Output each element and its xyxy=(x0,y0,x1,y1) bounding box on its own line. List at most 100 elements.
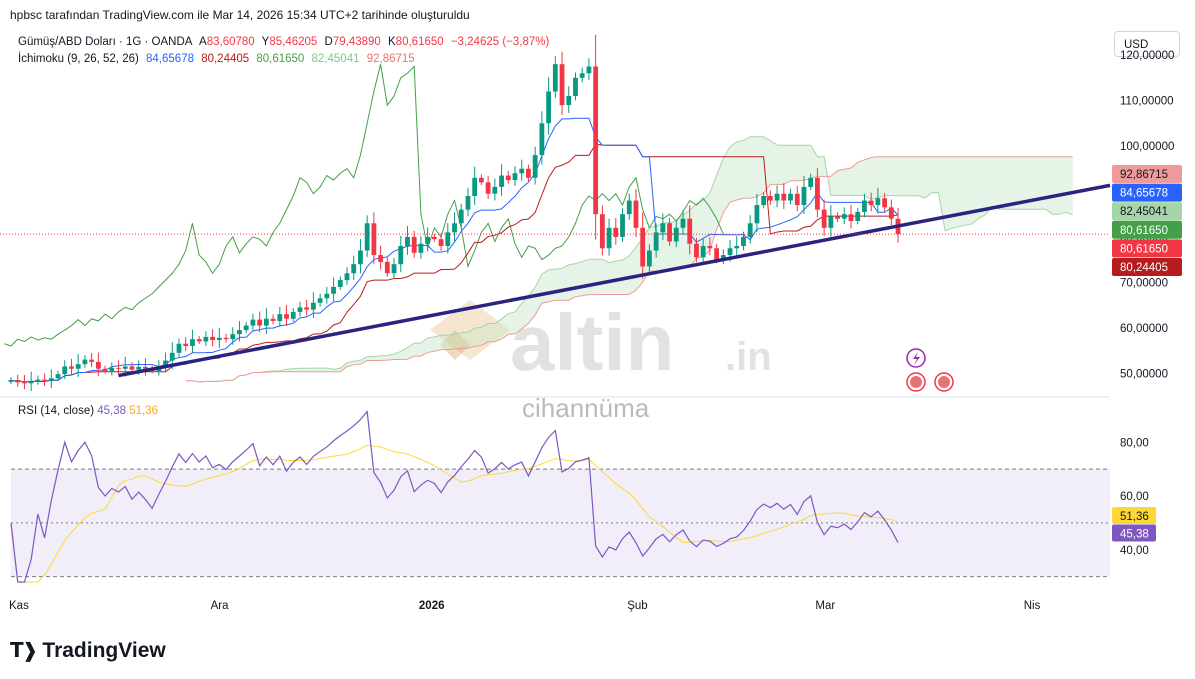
candle-body xyxy=(263,318,269,326)
candle-body xyxy=(15,380,21,383)
candle-body xyxy=(835,216,840,219)
candle-body xyxy=(761,196,767,206)
rsi-ma-value: 51,36 xyxy=(129,405,159,417)
price-tag-bg xyxy=(1112,202,1182,221)
candle-body xyxy=(848,214,854,221)
candle-body xyxy=(815,177,820,210)
rsi-pane[interactable]: 80,00 60,00 40,00 51,36 45,38 xyxy=(10,409,1156,583)
rsi-label[interactable]: RSI (14, close) xyxy=(18,405,95,417)
candle-body xyxy=(505,175,511,181)
legend-high: 85,46205 xyxy=(269,36,318,48)
candle-body xyxy=(163,360,168,366)
ichimoku-chikou: 80,61650 xyxy=(256,53,305,65)
tradingview-logo[interactable]: 𝗧❱ TradingView xyxy=(10,638,166,663)
candle-body xyxy=(331,286,336,294)
rsi-line xyxy=(10,409,899,583)
candle-body xyxy=(270,318,276,321)
price-tag-bg xyxy=(1112,183,1182,202)
candle-body xyxy=(458,209,464,224)
candle-body xyxy=(781,193,787,201)
ichimoku-cloud xyxy=(185,136,1073,382)
candle-body xyxy=(472,177,478,196)
candle-body xyxy=(277,314,283,321)
candle-body xyxy=(808,177,814,187)
price-tag: 92,86715 xyxy=(1112,165,1182,183)
candle-body xyxy=(613,227,619,237)
candle-body xyxy=(136,366,142,370)
rsi-tag-bg xyxy=(1112,507,1156,524)
candle-body xyxy=(257,319,263,326)
ichimoku-legend: İchimoku (9, 26, 52, 26) 84,65678 80,244… xyxy=(18,53,419,65)
rsi-axis-tick: 80,00 xyxy=(1120,437,1149,449)
candle-body xyxy=(69,366,74,369)
candle-body xyxy=(82,359,88,365)
candle-body xyxy=(532,155,538,178)
currency-button[interactable]: USD xyxy=(1114,31,1180,57)
candle-body xyxy=(344,273,350,281)
candle-body xyxy=(579,73,585,78)
candle-body xyxy=(22,382,27,384)
candle-body xyxy=(707,246,713,249)
candle-body xyxy=(431,236,437,240)
candle-body xyxy=(653,232,659,251)
candle-body xyxy=(694,243,699,258)
candle-body xyxy=(828,216,834,228)
price-axis-tick: 70,00000 xyxy=(1120,277,1168,289)
candle-body xyxy=(351,264,357,274)
candle-body xyxy=(485,182,491,194)
candle-body xyxy=(552,64,558,92)
time-axis-tick: Nis xyxy=(1024,600,1041,612)
candle-body xyxy=(290,311,296,319)
candle-body xyxy=(479,177,484,183)
candle-body xyxy=(371,223,377,256)
watermark-suffix: .in xyxy=(725,335,772,379)
price-pane[interactable]: 120,00000110,00000100,0000090,0000080,00… xyxy=(0,34,1182,392)
candle-body xyxy=(122,366,128,369)
rsi-value: 45,38 xyxy=(97,405,127,417)
time-axis-tick: Ara xyxy=(211,600,230,612)
candle-body xyxy=(566,96,572,106)
time-axis[interactable]: Kas Ara 2026 Şub Mar Nis xyxy=(9,600,1041,612)
candle-body xyxy=(727,248,733,256)
price-axis-tick: 50,00000 xyxy=(1120,368,1168,380)
candle-body xyxy=(48,378,54,381)
symbol-name[interactable]: Gümüş/ABD Doları · 1G · OANDA xyxy=(18,36,193,48)
trendline[interactable] xyxy=(118,183,1111,378)
price-tag-label: 92,86715 xyxy=(1120,169,1168,181)
price-tag-bg xyxy=(1112,165,1182,183)
candle-body xyxy=(223,337,229,340)
candle-body xyxy=(391,264,397,274)
candle-body xyxy=(337,280,343,287)
time-axis-tick: Kas xyxy=(9,600,29,612)
ichimoku-label[interactable]: İchimoku (9, 26, 52, 26) xyxy=(18,53,139,65)
candle-body xyxy=(586,66,592,74)
candle-body xyxy=(364,223,370,251)
candle-body xyxy=(176,343,182,353)
candle-body xyxy=(190,339,195,346)
price-tag: 80,24405 xyxy=(1112,258,1182,276)
price-axis-tick: 100,00000 xyxy=(1120,141,1174,153)
candle-body xyxy=(526,168,531,178)
candle-body xyxy=(821,209,827,228)
candle-body xyxy=(8,380,14,382)
candle-body xyxy=(754,205,760,224)
price-tag: 80,61650 xyxy=(1112,239,1182,258)
candle-body xyxy=(284,314,289,319)
candle-body xyxy=(519,168,525,174)
lightning-glyph-icon xyxy=(913,352,920,365)
span-b-line xyxy=(185,156,1073,383)
price-tag-bg xyxy=(1112,258,1182,276)
event-markers xyxy=(906,348,954,392)
candle-body xyxy=(855,211,861,221)
rsi-legend: RSI (14, close) 45,38 51,36 xyxy=(18,405,158,417)
candle-body xyxy=(28,381,34,384)
time-axis-tick: Şub xyxy=(627,600,647,612)
candle-body xyxy=(512,173,518,181)
candle-body xyxy=(774,193,780,201)
candle-body xyxy=(183,343,189,346)
price-tag: 80,61650 xyxy=(1112,220,1182,239)
candle-body xyxy=(418,243,424,253)
rsi-axis-tick: 60,00 xyxy=(1120,491,1149,503)
candle-body xyxy=(143,366,148,369)
